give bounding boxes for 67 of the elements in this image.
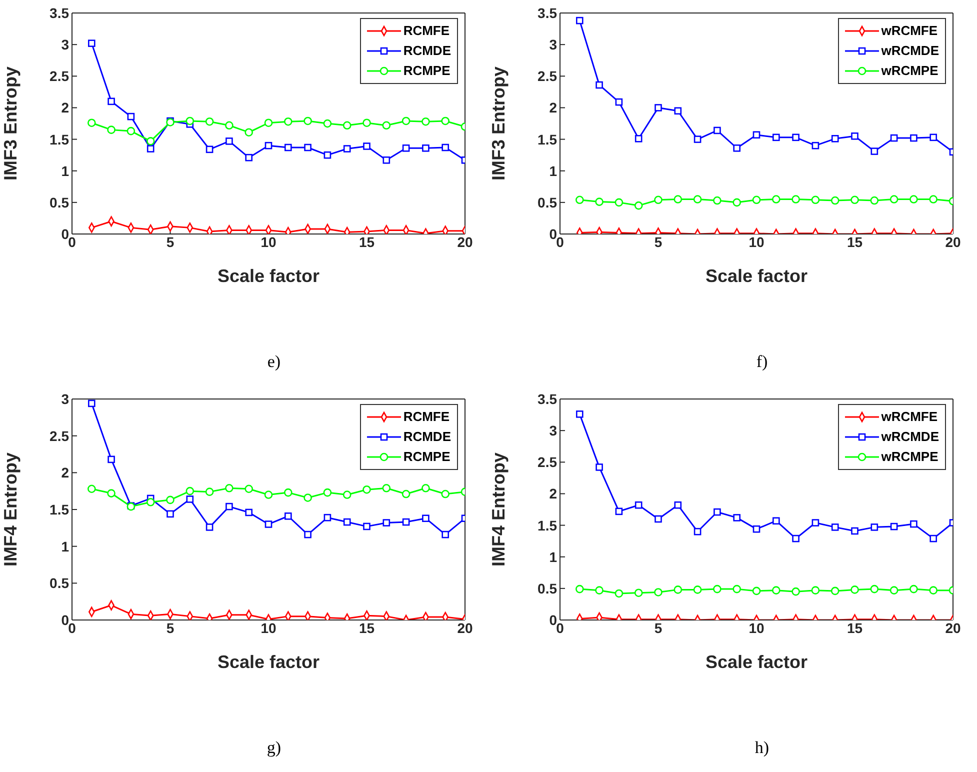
y-axis-title: IMF4 Entropy: [488, 452, 508, 567]
y-tick-label: 2: [61, 464, 70, 481]
x-tick-label: 15: [846, 620, 863, 636]
x-tick-label: 5: [654, 234, 662, 250]
legend-label: RCMFE: [403, 408, 450, 426]
legend-label: RCMPE: [403, 448, 450, 466]
y-tick-label: 2: [549, 486, 558, 502]
x-tick-label: 10: [748, 234, 764, 250]
x-axis-title: Scale factor: [705, 266, 808, 286]
y-tick-label: 1: [549, 162, 558, 179]
x-axis-title: Scale factor: [705, 652, 808, 672]
text: h): [754, 738, 770, 758]
legend-label: RCMDE: [403, 42, 451, 60]
y-tick-label: 2.5: [50, 68, 70, 84]
y-tick-label: 1: [61, 538, 70, 554]
y-tick-label: 3: [549, 36, 558, 53]
legend-label: RCMPE: [403, 62, 450, 80]
x-tick-label: 15: [358, 234, 375, 250]
x-tick-label: 5: [166, 620, 174, 636]
y-axis-title: IMF3 Entropy: [0, 66, 20, 181]
legend-label: wRCMFE: [881, 22, 938, 40]
x-tick-label: 10: [260, 620, 276, 636]
x-tick-label: 10: [260, 234, 276, 250]
x-tick-label: 15: [846, 234, 863, 250]
y-tick-label: 1.5: [538, 517, 558, 534]
legend-label: RCMDE: [403, 428, 451, 446]
x-axis-title: Scale factor: [217, 266, 320, 286]
y-tick-label: 0.5: [50, 575, 70, 592]
y-tick-label: 1.5: [50, 501, 70, 518]
text: e): [266, 352, 282, 372]
text: g): [266, 738, 282, 758]
y-tick-label: 1: [61, 162, 70, 179]
legend-label: wRCMFE: [881, 408, 938, 426]
y-tick-label: 0.5: [50, 194, 70, 210]
y-tick-label: 2: [61, 100, 70, 116]
y-tick-label: 2.5: [538, 68, 558, 84]
legend-label: wRCMDE: [881, 428, 939, 446]
x-tick-label: 5: [654, 620, 662, 636]
y-tick-label: 3: [549, 422, 558, 439]
text: f): [755, 352, 769, 372]
x-tick-label: 20: [457, 620, 473, 636]
y-tick-label: 0.5: [538, 194, 558, 210]
x-tick-label: 10: [748, 620, 764, 636]
y-tick-label: 3: [61, 36, 70, 53]
y-tick-label: 3.5: [538, 4, 558, 21]
legend-label: wRCMDE: [881, 42, 939, 60]
y-tick-label: 3.5: [538, 390, 558, 407]
x-axis-title: Scale factor: [217, 652, 320, 672]
x-tick-label: 20: [457, 234, 473, 250]
y-tick-label: 1.5: [50, 131, 70, 148]
y-tick-label: 3: [61, 390, 70, 407]
legend-label: wRCMPE: [881, 448, 938, 466]
x-tick-label: 5: [166, 234, 174, 250]
y-tick-label: 2: [549, 100, 558, 116]
y-tick-label: 0.5: [538, 580, 558, 596]
y-tick-label: 2.5: [50, 428, 70, 444]
y-tick-label: 1.5: [538, 131, 558, 148]
y-axis-title: IMF3 Entropy: [488, 66, 508, 181]
x-tick-label: 20: [945, 620, 961, 636]
legend-label: wRCMPE: [881, 62, 938, 80]
legend-label: RCMFE: [403, 22, 450, 40]
y-tick-label: 3.5: [50, 4, 70, 21]
x-tick-label: 15: [358, 620, 375, 636]
y-axis-title: IMF4 Entropy: [0, 452, 20, 567]
x-tick-label: 20: [945, 234, 961, 250]
y-tick-label: 1: [549, 548, 558, 565]
y-tick-label: 2.5: [538, 454, 558, 470]
